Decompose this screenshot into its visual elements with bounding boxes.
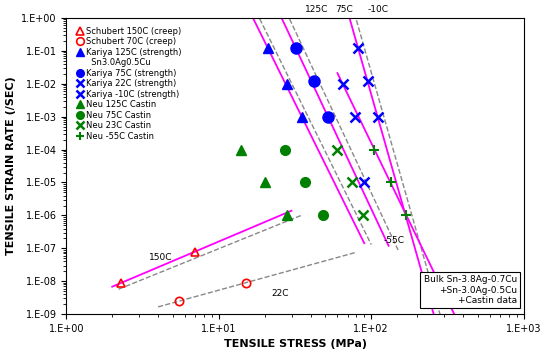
- Text: 150C: 150C: [149, 253, 173, 262]
- Text: -55C: -55C: [383, 235, 404, 245]
- Legend: Schubert 150C (creep), Schubert 70C (creep), Kariya 125C (strength),   Sn3.0Ag0.: Schubert 150C (creep), Schubert 70C (cre…: [75, 25, 183, 142]
- Y-axis label: TENSILE STRAIN RATE (/SEC): TENSILE STRAIN RATE (/SEC): [5, 77, 15, 255]
- Text: 75C: 75C: [335, 5, 353, 14]
- Text: Bulk Sn-3.8Ag-0.7Cu
+Sn-3.0Ag-0.5Cu
+Castin data: Bulk Sn-3.8Ag-0.7Cu +Sn-3.0Ag-0.5Cu +Cas…: [423, 275, 517, 305]
- Text: -10C: -10C: [368, 5, 389, 14]
- Text: 22C: 22C: [271, 289, 288, 298]
- Text: 125C: 125C: [305, 5, 329, 14]
- X-axis label: TENSILE STRESS (MPa): TENSILE STRESS (MPa): [224, 339, 366, 349]
